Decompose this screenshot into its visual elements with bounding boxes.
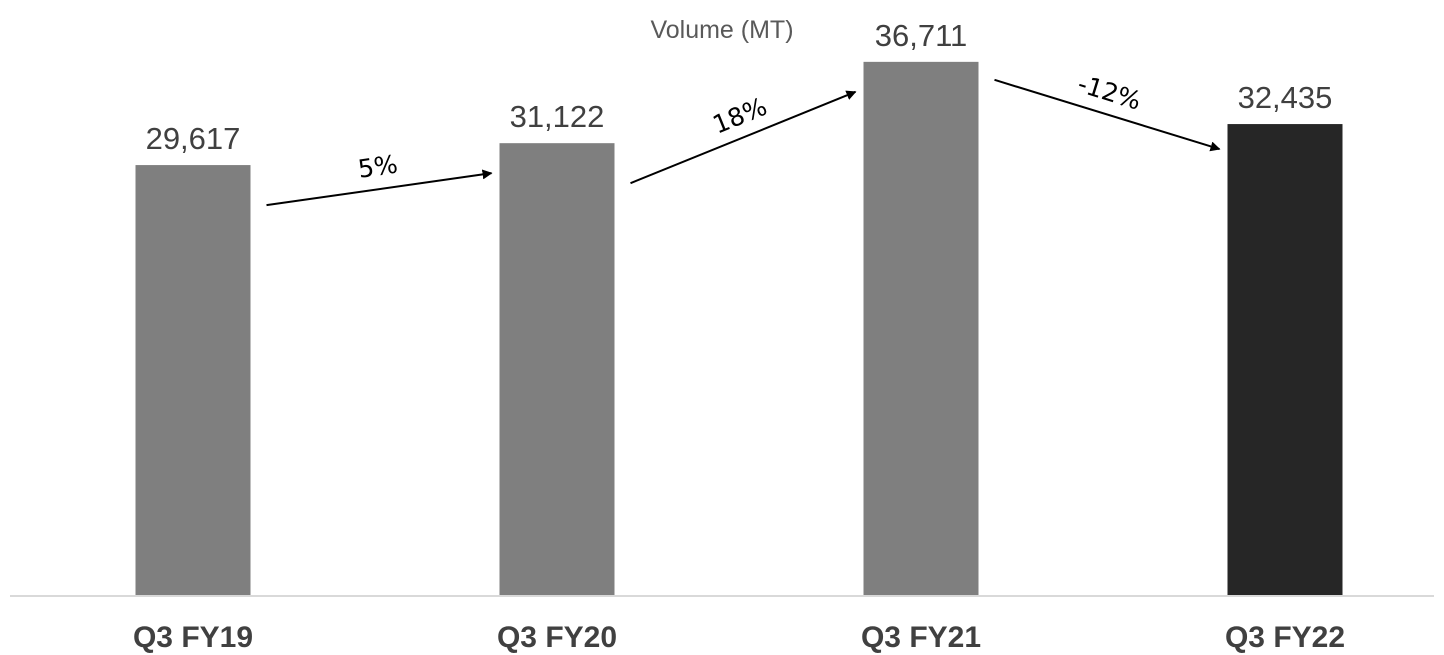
growth-arrow-1 [266, 169, 493, 207]
data-label-2: 31,122 [510, 99, 605, 134]
growth-arrow-3 [994, 78, 1221, 152]
chart-title: Volume (MT) [650, 16, 793, 44]
data-label-4: 32,435 [1238, 80, 1333, 115]
category-label-4: Q3 FY22 [1225, 621, 1345, 654]
growth-arrows-layer: 5%18% -12% [266, 69, 1221, 207]
category-label-1: Q3 FY19 [133, 621, 253, 654]
growth-label-1: 5% [356, 150, 399, 184]
category-label-3: Q3 FY21 [861, 621, 981, 654]
bars-layer [135, 61, 1343, 597]
bar-4 [1227, 124, 1343, 597]
data-label-3: 36,711 [875, 18, 968, 53]
labels-layer: 29,617 Q3 FY19 31,122 Q3 FY20 36,711 Q3 FY21 3… [133, 18, 1345, 654]
category-label-2: Q3 FY20 [497, 621, 617, 654]
bar-1 [135, 165, 251, 597]
bar-3 [863, 61, 979, 596]
data-label-1: 29,617 [146, 121, 241, 156]
bar-2 [499, 143, 615, 596]
growth-arrow-2 [630, 90, 857, 185]
growth-label-2: 18% [709, 92, 771, 140]
